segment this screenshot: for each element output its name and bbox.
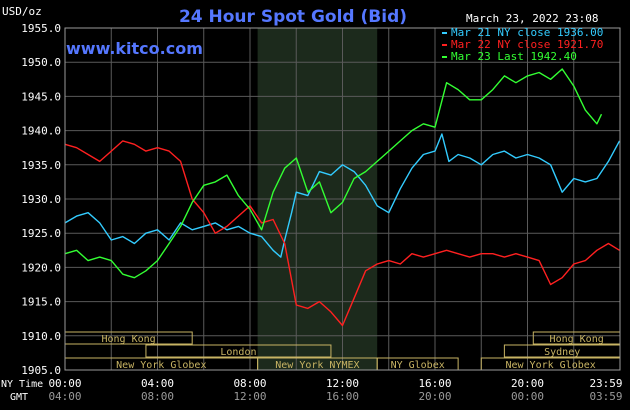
y-tick-label: 1955.0	[21, 22, 61, 35]
x-axis-ticks: 00:0004:0004:0008:0008:0012:0012:0016:00…	[48, 377, 622, 403]
x-tick-label-gmt: 03:59	[589, 390, 622, 403]
x-tick-label-gmt: 04:00	[48, 390, 81, 403]
x-tick-label-gmt: 08:00	[141, 390, 174, 403]
y-tick-label: 1915.0	[21, 296, 61, 309]
x-tick-label-gmt: 20:00	[418, 390, 451, 403]
series-line	[64, 133, 621, 258]
y-tick-label: 1925.0	[21, 227, 61, 240]
y-axis-ticks: 1955.0 1950.0 1945.0 1940.0 1935.0 1930.0 1925…	[21, 22, 61, 377]
x-tick-label-ny: 04:00	[141, 377, 174, 390]
y-tick-label: 1945.0	[21, 90, 61, 103]
x-tick-label-gmt: 12:00	[233, 390, 266, 403]
chart-timestamp: March 23, 2022 23:08	[466, 12, 598, 25]
y-tick-label: 1920.0	[21, 261, 61, 274]
x-tick-label-gmt: 16:00	[326, 390, 359, 403]
session-label: New York Globex	[505, 360, 595, 371]
y-tick-label: 1935.0	[21, 159, 61, 172]
y-tick-label: 1910.0	[21, 330, 61, 343]
y-tick-label: 1930.0	[21, 193, 61, 206]
x-tick-label-ny: 00:00	[48, 377, 81, 390]
legend-swatch	[442, 44, 447, 46]
plot-frame	[64, 27, 621, 371]
session-label: New York Globex	[116, 360, 206, 371]
session-label: NY Globex	[391, 360, 445, 371]
x-tick-label-gmt: 00:00	[511, 390, 544, 403]
gmt-row-label: GMT	[10, 392, 28, 403]
series-line	[64, 140, 620, 327]
legend-entry: Mar 22 NY close 1921.70	[451, 38, 603, 51]
ny-time-row-label: NY Time	[1, 379, 43, 390]
x-tick-label-ny: 08:00	[233, 377, 266, 390]
x-tick-label-ny: 12:00	[326, 377, 359, 390]
session-label: Sydney	[544, 347, 580, 358]
legend-entry: Mar 21 NY close 1936.00	[451, 26, 603, 39]
session-label: Hong Kong	[102, 334, 156, 345]
y-axis-label: USD/oz	[2, 5, 42, 18]
y-tick-label: 1940.0	[21, 125, 61, 138]
legend-entry: Mar 23 Last 1942.40	[451, 50, 577, 63]
session-label: New York NYMEX	[275, 360, 359, 371]
series-lines	[64, 68, 621, 327]
y-tick-label: 1950.0	[21, 56, 61, 69]
legend-swatch	[442, 32, 447, 34]
x-tick-label-ny: 20:00	[511, 377, 544, 390]
session-label: Hong Kong	[550, 334, 604, 345]
x-tick-label-ny: 23:59	[589, 377, 622, 390]
y-tick-label: 1905.0	[21, 364, 61, 377]
kitco-watermark: www.kitco.com	[66, 39, 203, 58]
series-line	[64, 68, 603, 279]
chart-title: 24 Hour Spot Gold (Bid)	[179, 7, 407, 27]
session-label: London	[220, 347, 256, 358]
x-tick-label-ny: 16:00	[418, 377, 451, 390]
legend-swatch	[442, 56, 447, 58]
session-bar	[145, 344, 332, 358]
